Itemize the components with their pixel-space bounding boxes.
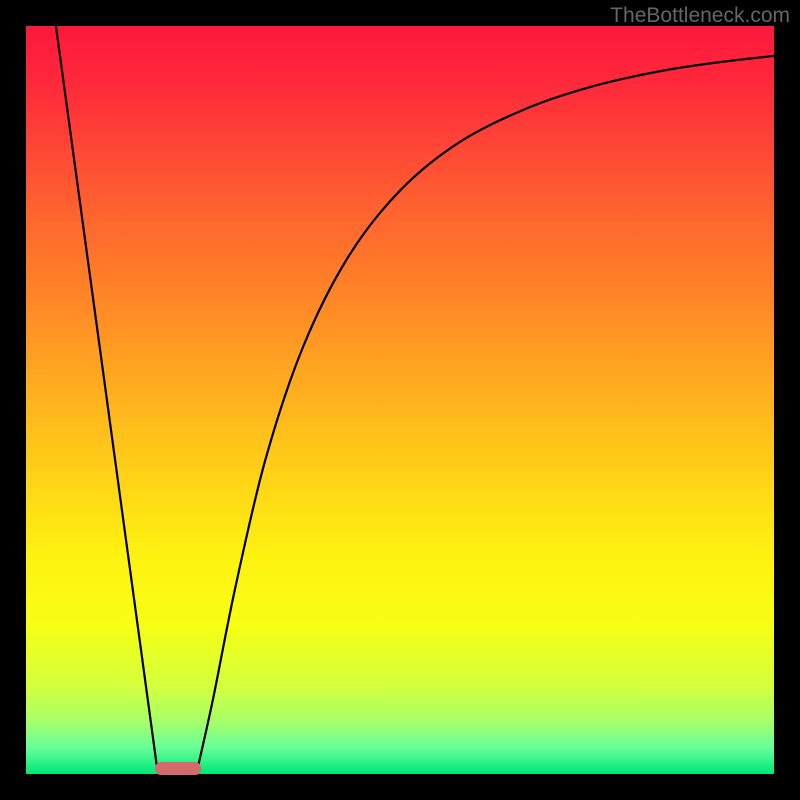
plot-area <box>26 26 774 774</box>
watermark-text: TheBottleneck.com <box>610 4 790 28</box>
chart-frame: TheBottleneck.com <box>0 0 800 800</box>
curves-layer <box>26 26 774 774</box>
right-bottleneck-curve <box>198 56 774 767</box>
left-bottleneck-line <box>56 26 157 767</box>
optimal-marker <box>155 762 201 775</box>
